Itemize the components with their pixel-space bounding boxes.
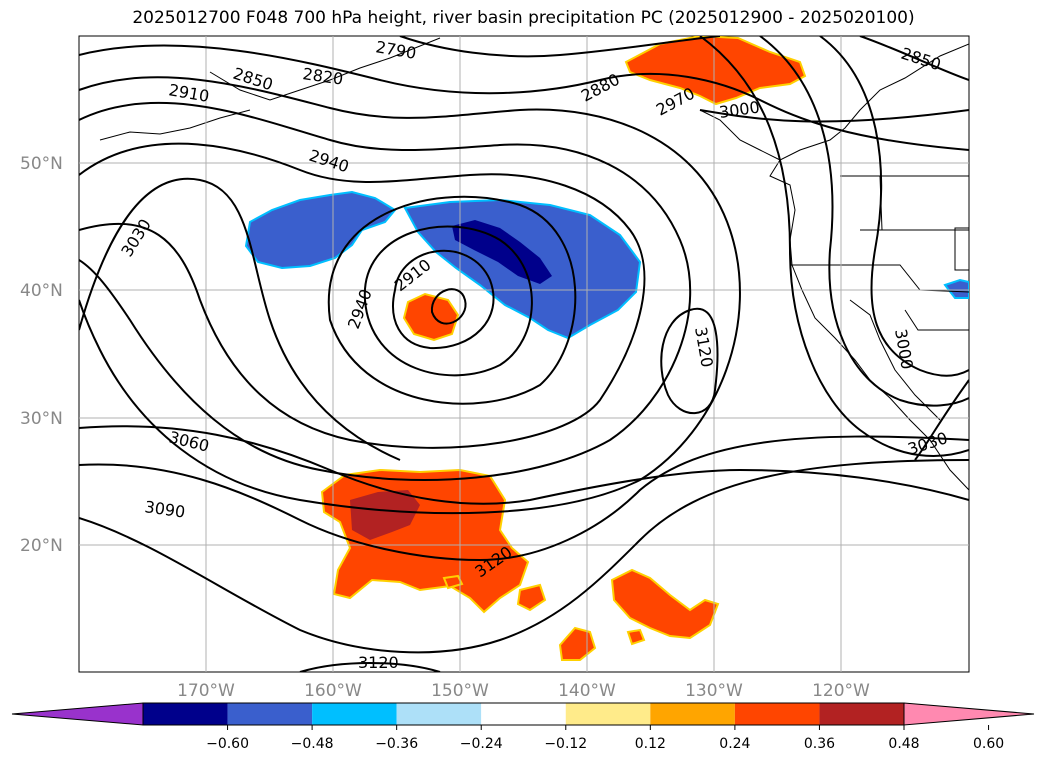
- precip-area-small-3: [558, 626, 597, 661]
- map-frame: [78, 35, 970, 673]
- precip-area-dark-blue: [452, 220, 552, 284]
- contour-south-2: [79, 435, 969, 562]
- lat-label: 50°N: [20, 154, 63, 174]
- colorbar-tick-label: −0.48: [291, 736, 334, 752]
- colorbar-tick-label: −0.24: [460, 736, 503, 752]
- colorbar-tick-label: 0.36: [804, 736, 835, 752]
- contour-closed-low-3: [363, 225, 533, 377]
- contour-ridge-west: [79, 177, 401, 461]
- precip-area-small-4: [626, 628, 646, 646]
- colorbar-tick-label: −0.12: [544, 736, 587, 752]
- colorbar-segment: [650, 703, 735, 725]
- height-contours: [79, 36, 969, 672]
- contour-label: 3120: [358, 653, 399, 672]
- contour-north-3: [859, 36, 969, 81]
- contour-trough-3: [79, 76, 741, 515]
- contour-south-4: [299, 662, 441, 672]
- contour-north-2: [399, 36, 721, 58]
- contour-closed-low-4: [327, 195, 577, 405]
- contour-closed-low-inner: [430, 288, 467, 325]
- colorbar-tick-label: 0.48: [888, 736, 919, 752]
- contour-north-4: [699, 109, 969, 123]
- colorbar-tick-label: −0.60: [206, 736, 249, 752]
- colorbar-segment: [734, 703, 820, 725]
- colorbar-segment: [396, 703, 482, 725]
- contour-ridge-east-1: [699, 36, 969, 457]
- latitude-labels: 50°N 40°N 30°N 20°N: [20, 154, 63, 556]
- contour-closed-low-2: [392, 249, 495, 350]
- lat-label: 40°N: [20, 281, 63, 301]
- colorbar: −0.60 −0.48 −0.36 −0.24 −0.12 0.12 0.24 0.36 0.4…: [11, 702, 1035, 752]
- graticule: [79, 36, 969, 672]
- colorbar-tick-label: 0.12: [635, 736, 666, 752]
- precip-area-east-blue: [943, 278, 969, 299]
- colorbar-tick-label: 0.60: [973, 736, 1004, 752]
- colorbar-tick-label: 0.24: [719, 736, 750, 752]
- contour-ridge-east-3: [819, 36, 969, 377]
- contour-south-3: [79, 459, 969, 654]
- precip-area-small-5: [442, 574, 464, 590]
- colorbar-segment: [143, 703, 228, 725]
- lon-label: 160°W: [304, 681, 362, 701]
- precip-shading: [244, 36, 969, 661]
- contour-trough-2: [79, 101, 692, 481]
- lon-label: 150°W: [431, 681, 489, 701]
- precip-area-small-1: [516, 583, 547, 612]
- contour-closed-high: [660, 307, 719, 415]
- coastlines: [99, 37, 969, 491]
- colorbar-segment: [565, 703, 651, 725]
- colorbar-segment: [227, 703, 313, 725]
- precip-area-west-blue: [244, 190, 397, 270]
- lat-label: 30°N: [20, 409, 63, 429]
- contour-south-1: [79, 425, 969, 505]
- lon-label: 170°W: [177, 681, 235, 701]
- colorbar-extend-low: [11, 702, 144, 726]
- longitude-labels: 170°W 160°W 150°W 140°W 130°W 120°W: [177, 681, 870, 701]
- colorbar-segment: [312, 703, 397, 725]
- precip-area-low-center: [402, 292, 460, 342]
- precip-area-hawaii-core: [350, 490, 420, 540]
- lat-label: 20°N: [20, 536, 63, 556]
- contour-trough-1: [79, 142, 646, 449]
- contour-north-1: [79, 44, 969, 151]
- colorbar-extend-high: [903, 702, 1035, 726]
- lon-label: 130°W: [685, 681, 743, 701]
- colorbar-segment: [481, 703, 566, 725]
- chart-title: 2025012700 F048 700 hPa height, river ba…: [132, 8, 915, 28]
- lon-label: 120°W: [812, 681, 870, 701]
- contour-ridge-east-2: [759, 36, 969, 407]
- lon-label: 140°W: [558, 681, 616, 701]
- contour-southeast: [914, 379, 969, 461]
- colorbar-tick-label: −0.36: [375, 736, 418, 752]
- colorbar-segment: [819, 703, 904, 725]
